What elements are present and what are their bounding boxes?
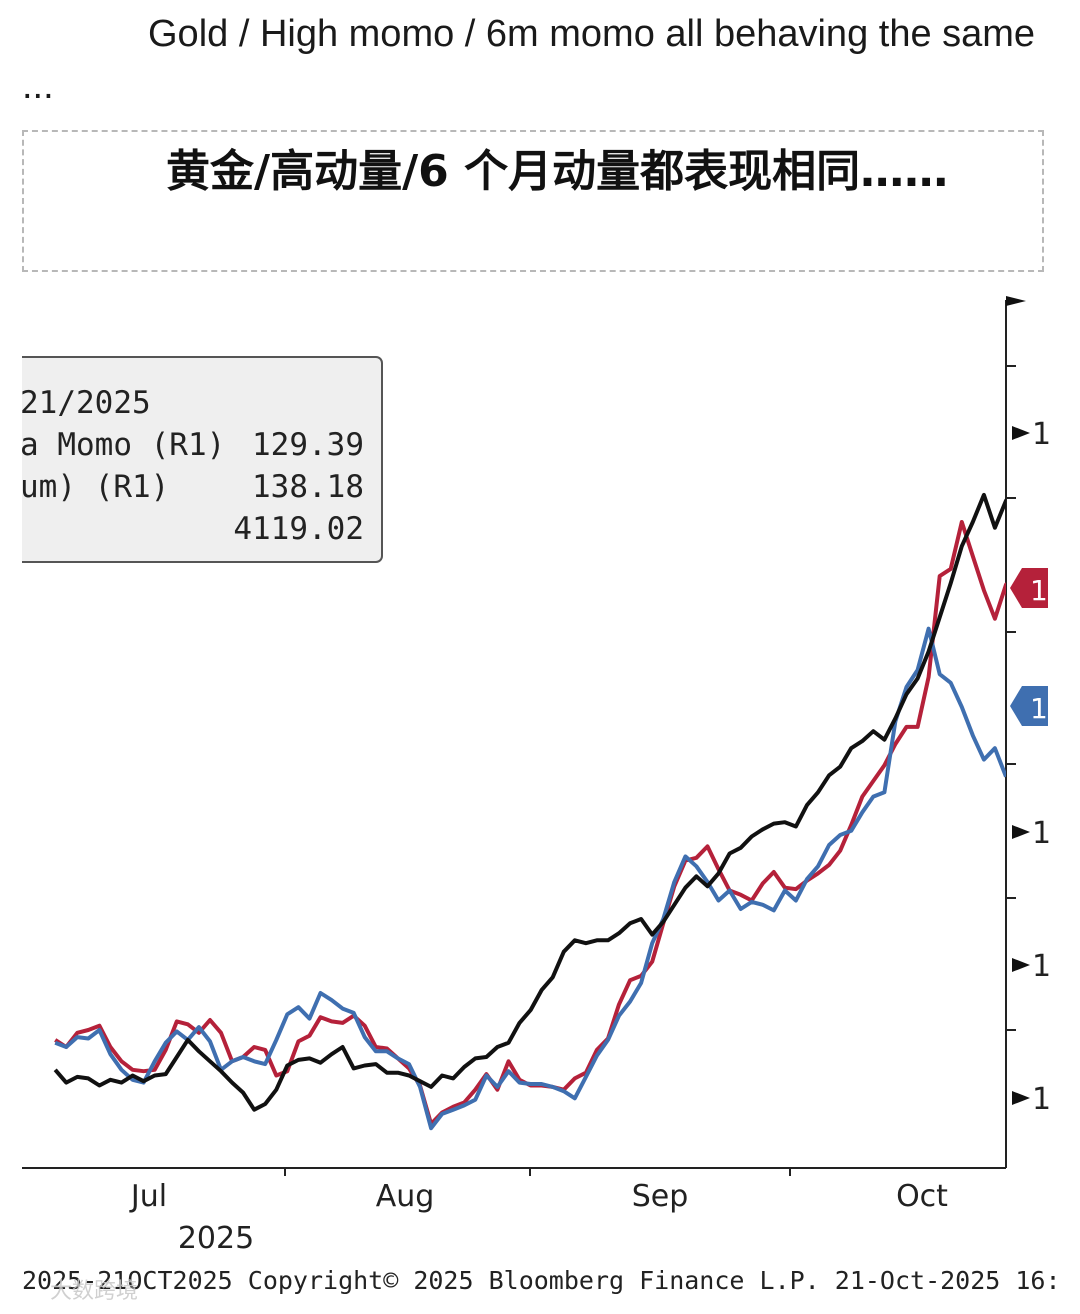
legend-label-row1: a Momo (R1) [20,427,225,463]
last-value-badge-high-momentum: 1 [1010,568,1048,608]
legend-value-row2: 138.18 [252,469,364,505]
badge-shape [1010,686,1048,726]
x-tick-label-oct: Oct [896,1179,948,1214]
last-value-badge-6m-momentum: 1 [1010,686,1048,726]
page-title-en: Gold / High momo / 6m momo all behaving … [22,13,1036,107]
legend-label-row2: um) (R1) [20,469,169,505]
x-tick-label-jul: Jul [129,1179,167,1214]
series-line-high-momentum [54,626,1006,1131]
watermark-text: 大数跨境 [50,1279,138,1304]
x-tick-label-sep: Sep [632,1179,689,1214]
series-line-6m-momentum [54,520,1006,1126]
x-tick-label-aug: Aug [376,1179,435,1214]
y-tick-label: 1 [1032,417,1051,452]
legend-value-row3: 4119.02 [233,511,364,547]
legend: 21/2025 a Momo (R1) 129.39 um) (R1) 138.… [0,355,383,565]
right-edge-mask [1048,560,1080,740]
chart-footer-copyright: 2025-21OCT2025 Copyright© 2025 Bloomberg… [22,1266,1061,1295]
y-tick-label: 1 [1032,816,1051,851]
y-tick-arrow [1012,825,1030,839]
chart-svg: 1 1 1 1 1 1 21/2025 a Momo (R1) 129. [0,296,1080,1304]
legend-value-row1: 129.39 [252,427,364,463]
legend-left-mask [0,355,22,565]
x-year-label: 2025 [178,1221,254,1256]
translation-box: 黄金/高动量/6 个月动量都表现相同…… [22,130,1044,272]
page-title-cn: 黄金/高动量/6 个月动量都表现相同…… [166,146,949,197]
chart: 1 1 1 1 1 1 21/2025 a Momo (R1) 129. [0,290,1080,1309]
y-axis-top-arrow [1006,296,1026,306]
legend-date: 21/2025 [20,385,151,421]
y-tick-label: 1 [1032,1082,1051,1117]
y-tick-arrow [1012,1091,1030,1105]
y-tick-arrow [1012,958,1030,972]
y-tick-arrow [1012,426,1030,440]
badge-shape [1010,568,1048,608]
badge-label: 1 [1030,692,1048,725]
y-tick-label: 1 [1032,949,1051,984]
badge-label: 1 [1030,574,1048,607]
series-line-gold [53,492,1006,1112]
